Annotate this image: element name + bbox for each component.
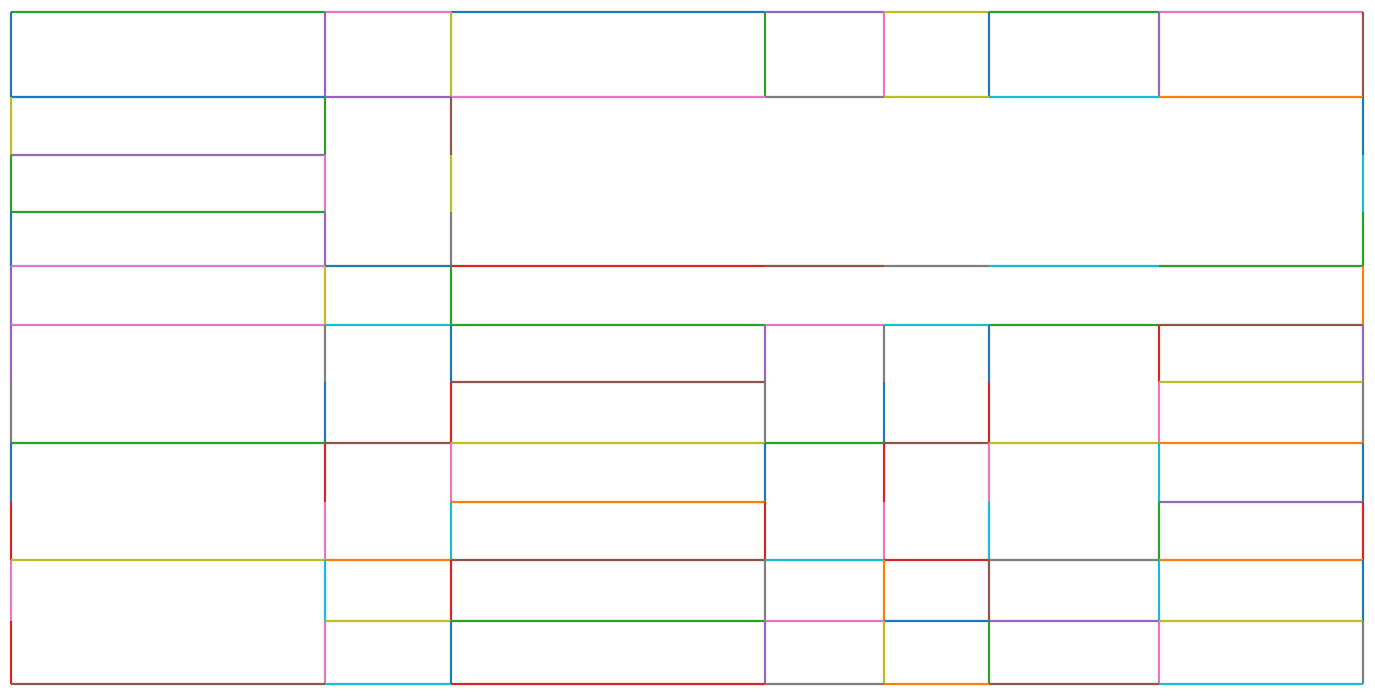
partition-diagram xyxy=(9,10,1365,686)
